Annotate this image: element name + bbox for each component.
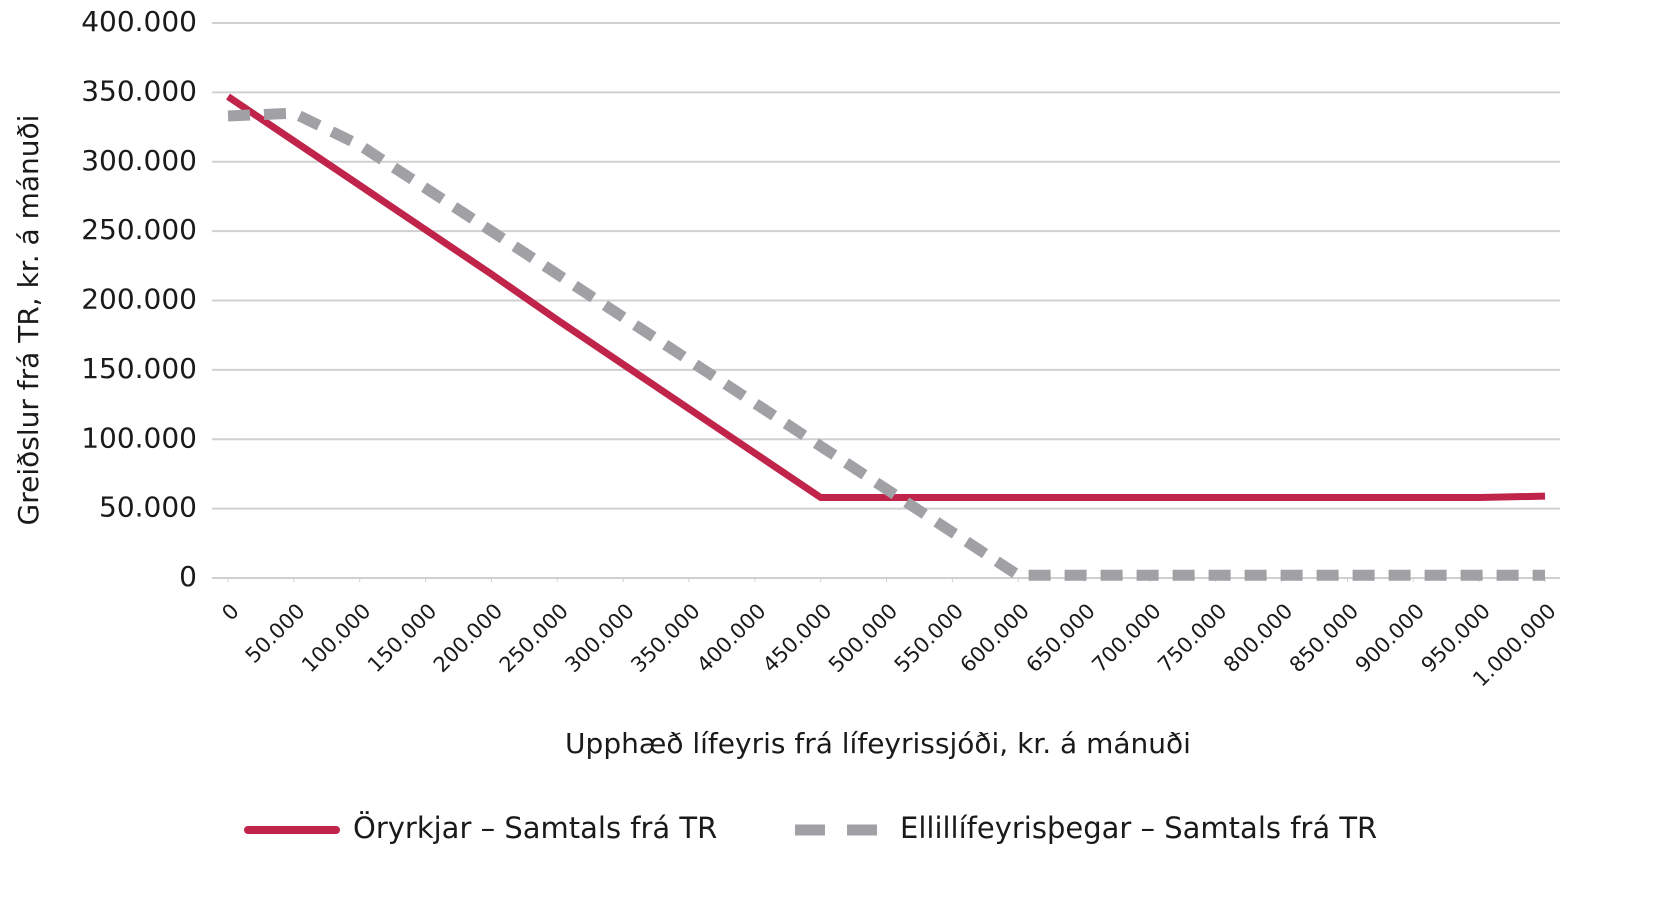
x-tick-label: 650.000	[1021, 599, 1099, 677]
y-axis-title: Greiðslur frá TR, kr. á mánuði	[12, 115, 45, 526]
x-tick-label: 200.000	[429, 599, 507, 677]
y-tick-label: 0	[179, 560, 197, 593]
x-tick-label: 700.000	[1087, 599, 1165, 677]
x-tick-label: 850.000	[1285, 599, 1363, 677]
y-tick-label: 200.000	[81, 283, 197, 316]
series-line	[227, 107, 1545, 581]
x-tick-label: 0	[217, 599, 243, 625]
y-tick-label: 100.000	[81, 421, 197, 454]
x-tick-label: 300.000	[560, 599, 638, 677]
x-tick-label: 500.000	[824, 599, 902, 677]
y-tick-label: 300.000	[81, 144, 197, 177]
x-tick-label: 900.000	[1351, 599, 1429, 677]
x-tick-label: 800.000	[1219, 599, 1297, 677]
x-tick-label: 400.000	[692, 599, 770, 677]
x-tick-label: 450.000	[758, 599, 836, 677]
series-line	[226, 93, 1546, 502]
x-tick-label: 100.000	[297, 599, 375, 677]
x-axis-title: Upphæð lífeyris frá lífeyrissjóði, kr. á…	[565, 727, 1191, 760]
legend-label: Ellillífeyrisþegar – Samtals frá TR	[900, 811, 1377, 845]
x-tick-label: 350.000	[626, 599, 704, 677]
y-tick-label: 150.000	[81, 352, 197, 385]
x-tick-label: 750.000	[1153, 599, 1231, 677]
legend-label: Öryrkjar – Samtals frá TR	[353, 811, 717, 845]
y-tick-label: 50.000	[99, 491, 197, 524]
x-tick-label: 250.000	[495, 599, 573, 677]
x-tick-label: 550.000	[890, 599, 968, 677]
y-tick-label: 250.000	[81, 213, 197, 246]
y-tick-label: 400.000	[81, 5, 197, 38]
x-tick-label: 600.000	[956, 599, 1034, 677]
y-tick-label: 350.000	[81, 74, 197, 107]
x-tick-label: 150.000	[363, 599, 441, 677]
